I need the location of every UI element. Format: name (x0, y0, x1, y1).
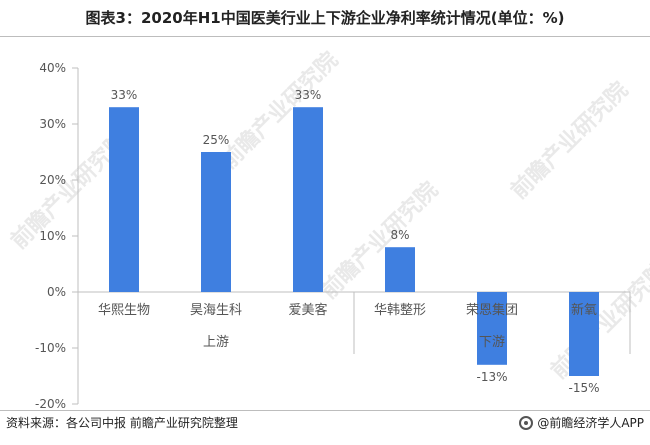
category-label: 爱美客 (288, 302, 327, 318)
brand-text: @前瞻经济学人APP (537, 416, 644, 430)
data-label: -15% (568, 381, 599, 395)
bar-chart: 前瞻产业研究院前瞻产业研究院前瞻产业研究院前瞻产业研究院前瞻产业研究院 -20%… (6, 47, 650, 410)
y-tick-label: -20% (35, 397, 66, 410)
watermark-text: 前瞻产业研究院 (216, 47, 343, 174)
chart-axes: -20% -10% 0% 10% 20% 30% 40% (35, 61, 631, 410)
data-label: 33% (295, 88, 322, 102)
watermark-layer: 前瞻产业研究院前瞻产业研究院前瞻产业研究院前瞻产业研究院前瞻产业研究院 (6, 47, 650, 384)
footer-divider (0, 410, 650, 411)
chart-bars (109, 107, 599, 376)
group-label: 下游 (479, 335, 505, 350)
data-label: 25% (203, 133, 230, 147)
brand-logo-icon (519, 415, 534, 430)
category-label: 华熙生物 (98, 303, 150, 318)
data-label: 8% (390, 228, 409, 242)
group-label: 上游 (203, 335, 229, 350)
chart-title: 图表3：2020年H1中国医美行业上下游企业净利率统计情况(单位：%) (85, 9, 565, 27)
category-label: 新氧 (571, 302, 597, 318)
y-tick-label: 0% (47, 285, 66, 299)
source-note: 资料来源：各公司中报 前瞻产业研究院整理 (6, 416, 238, 430)
watermark-text: 前瞻产业研究院 (506, 77, 633, 204)
bar (385, 247, 415, 292)
category-label: 昊海生科 (190, 303, 242, 318)
title-divider (0, 36, 650, 37)
watermark-text: 前瞻产业研究院 (316, 177, 443, 304)
data-label: -13% (476, 370, 507, 384)
category-label: 华韩整形 (374, 303, 426, 318)
chart-labels: 33% 华熙生物 25% 昊海生科 33% 爱美客 8% 华韩整形 -13% 荣恩集团 -15% 新氧… (98, 88, 600, 395)
bar (569, 292, 599, 376)
y-tick-label: 10% (39, 229, 66, 243)
category-label: 荣恩集团 (466, 302, 518, 318)
data-label: 33% (111, 88, 138, 102)
bar (201, 152, 231, 292)
bar (477, 292, 507, 365)
bar (293, 107, 323, 292)
y-tick-label: 30% (39, 117, 66, 131)
y-tick-label: -10% (35, 341, 66, 355)
bar (109, 107, 139, 292)
y-tick-label: 40% (39, 61, 66, 75)
brand-credit: @前瞻经济学人APP (519, 414, 644, 431)
y-tick-label: 20% (39, 173, 66, 187)
